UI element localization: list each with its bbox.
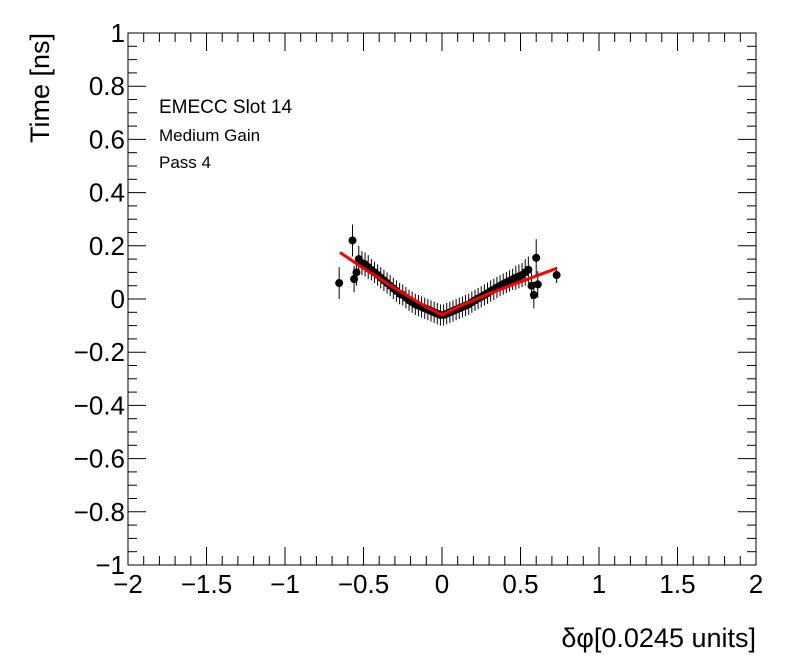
y-tick-label: −0.4 bbox=[74, 390, 125, 420]
data-point bbox=[524, 265, 533, 274]
plot-frame bbox=[127, 32, 757, 566]
data-point bbox=[552, 271, 561, 280]
data-point bbox=[532, 253, 541, 262]
x-axis-title: δφ[0.0245 units] bbox=[561, 623, 756, 653]
x-tick-label: 0 bbox=[435, 569, 449, 599]
y-tick-label: −0.8 bbox=[74, 497, 125, 527]
x-tick-label: 0.5 bbox=[502, 569, 538, 599]
y-tick-label: −0.2 bbox=[74, 337, 125, 367]
annotation-pass: Pass 4 bbox=[159, 153, 211, 172]
x-tick-label: −2 bbox=[113, 569, 143, 599]
fit-line bbox=[339, 251, 558, 317]
fit-layer bbox=[339, 251, 558, 317]
y-tick-label: −1 bbox=[95, 550, 125, 580]
y-tick-label: 0.4 bbox=[89, 178, 125, 208]
y-tick-label: 0.8 bbox=[89, 71, 125, 101]
annotation-gain: Medium Gain bbox=[159, 126, 260, 145]
x-tick-label: 2 bbox=[749, 569, 763, 599]
data-point bbox=[529, 291, 538, 300]
tick-labels-layer: −2 −1.5 −1 −0.5 0 0.5 1 1.5 2 −1 −0.8 −0.6 −0.4 −0.2 0… bbox=[74, 18, 764, 599]
data-point bbox=[533, 280, 542, 289]
y-tick-label: 0.6 bbox=[89, 124, 125, 154]
x-tick-label: 1.5 bbox=[659, 569, 695, 599]
data-point bbox=[335, 279, 344, 288]
data-point bbox=[348, 236, 357, 245]
y-axis-title: Time [ns] bbox=[25, 33, 55, 143]
y-tick-label: −0.6 bbox=[74, 444, 125, 474]
x-tick-label: −0.5 bbox=[338, 569, 389, 599]
y-tick-label: 1 bbox=[111, 18, 125, 48]
x-tick-label: −1 bbox=[270, 569, 300, 599]
x-tick-label: 1 bbox=[592, 569, 606, 599]
y-tick-label: 0.2 bbox=[89, 231, 125, 261]
y-tick-label: 0 bbox=[111, 284, 125, 314]
annotation-slot: EMECC Slot 14 bbox=[159, 97, 292, 118]
ticks-layer bbox=[127, 32, 757, 566]
x-tick-label: −1.5 bbox=[181, 569, 232, 599]
